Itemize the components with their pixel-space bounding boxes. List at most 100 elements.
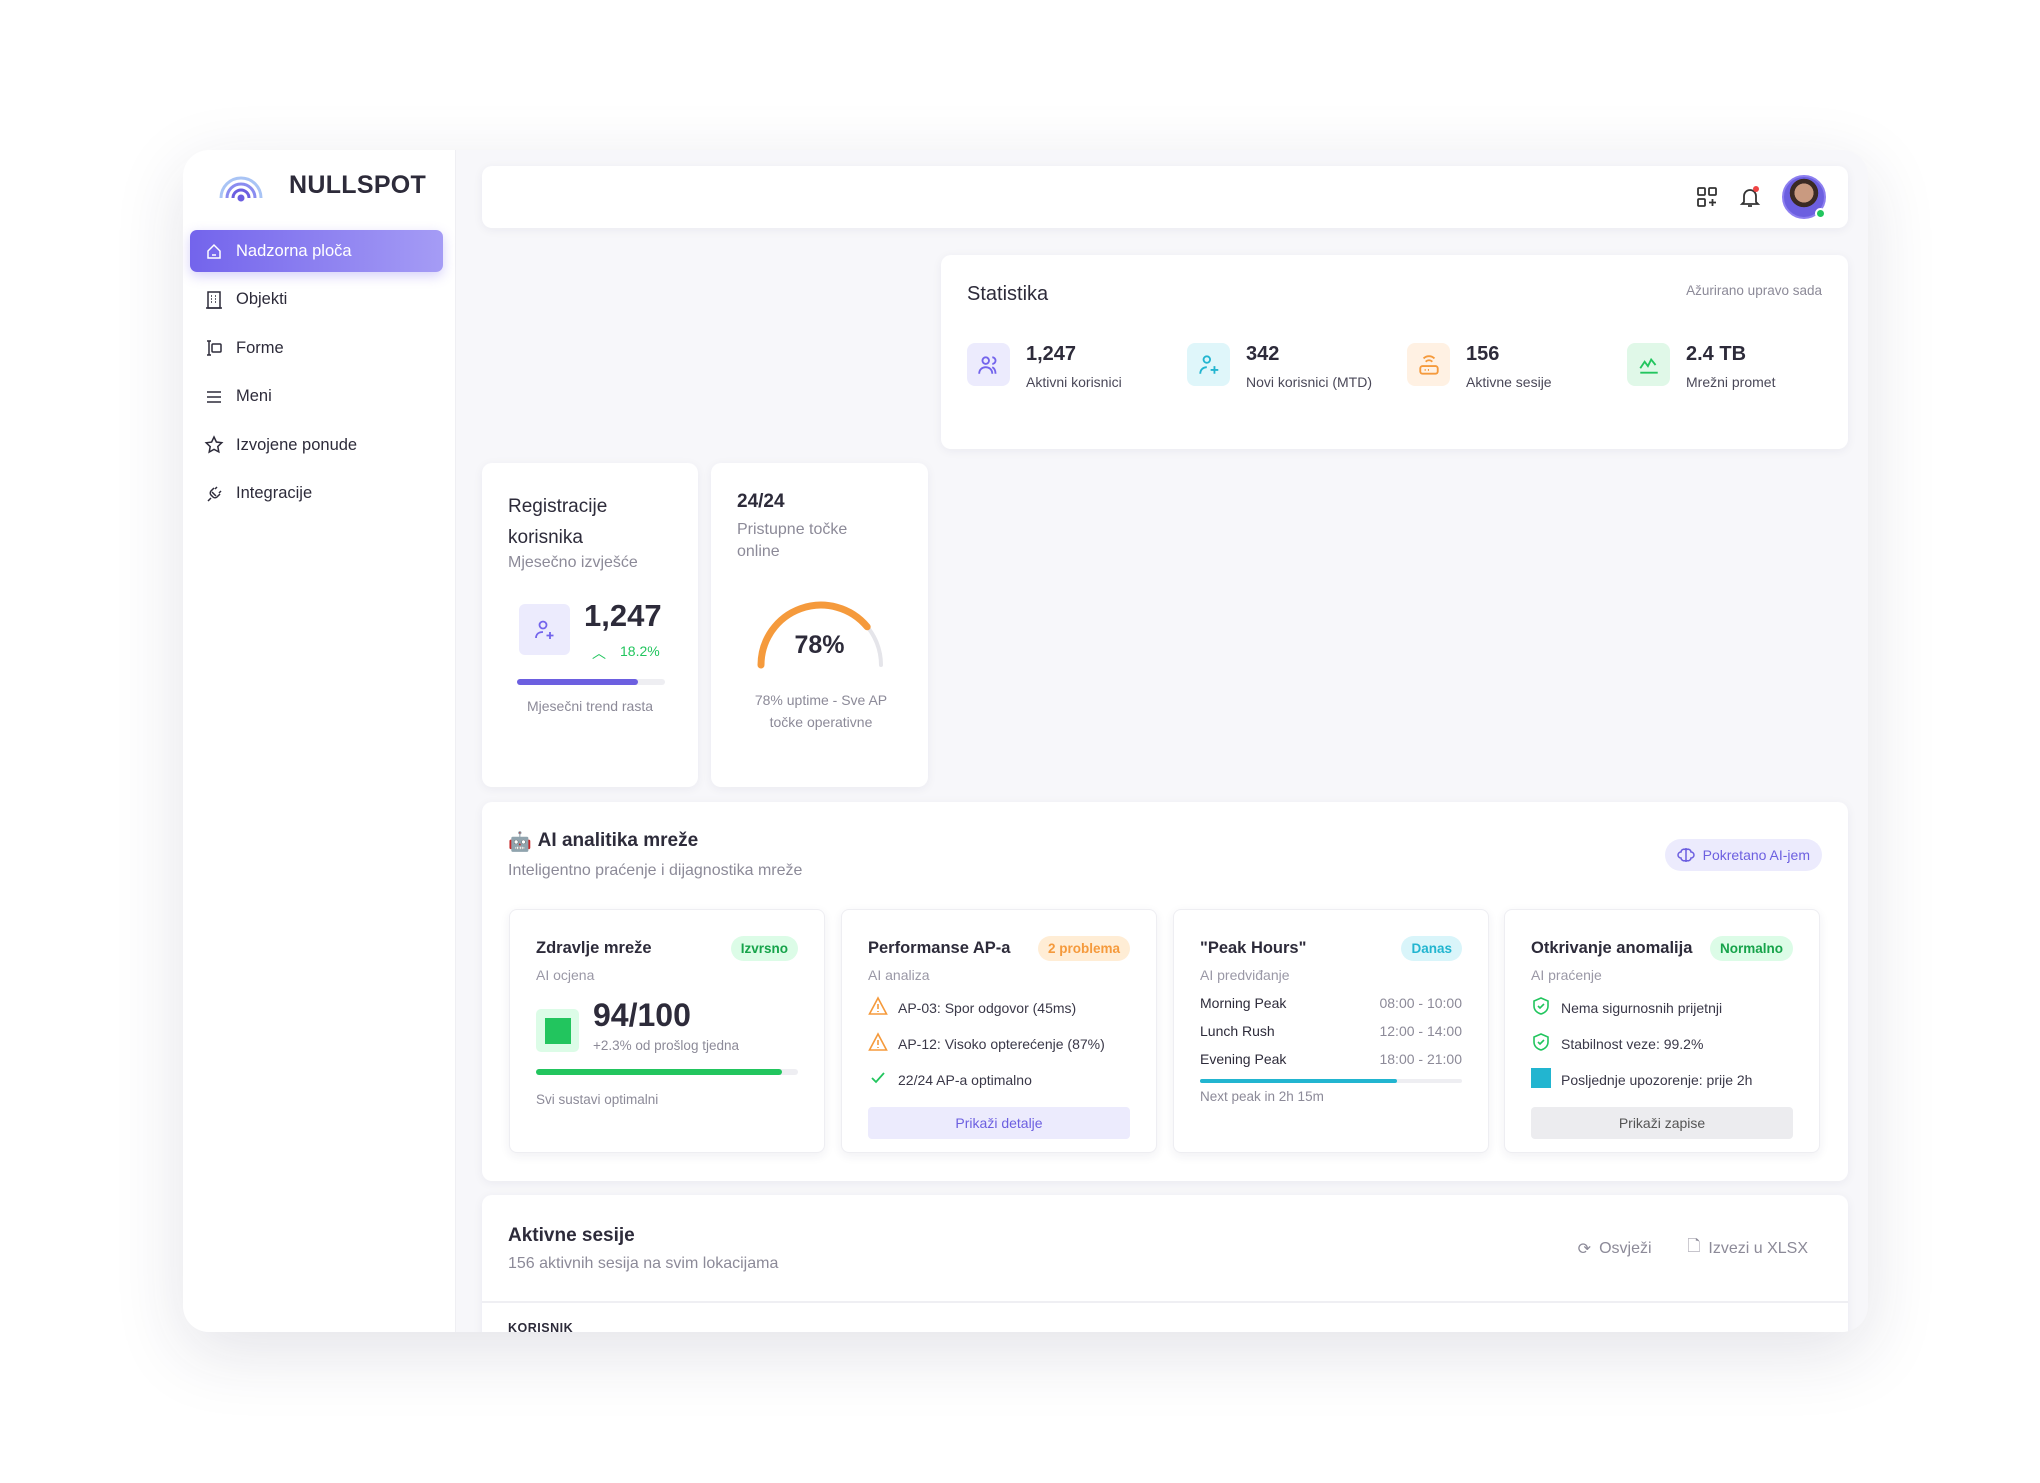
ai-subtitle: Inteligentno praćenje i dijagnostika mre… — [508, 862, 803, 879]
online-status-dot — [1815, 208, 1826, 219]
show-details-button[interactable]: Prikaži detalje — [868, 1107, 1130, 1139]
peak-hours-card: "Peak Hours" Danas AI predviđanje Morning… — [1173, 909, 1489, 1153]
sidebar-item-label: Integracije — [236, 484, 313, 502]
warning-icon — [868, 1032, 888, 1055]
brand-name: NULLSPOT — [289, 170, 427, 199]
performance-badge: 2 problema — [1037, 936, 1130, 961]
brain-icon — [1676, 848, 1695, 862]
apps-add-icon[interactable] — [1696, 186, 1718, 208]
bell-icon[interactable] — [1738, 185, 1762, 209]
avatar[interactable] — [1782, 175, 1826, 219]
registrations-card: Registracije korisnika Mjesečno izvješće… — [482, 463, 698, 787]
form-icon — [207, 340, 222, 356]
stat-item: 342 Novi korisnici (MTD) — [1187, 343, 1372, 390]
peak-time: 12:00 - 14:00 — [1379, 1023, 1462, 1039]
sidebar-item-0[interactable]: Nadzorna ploča — [190, 230, 443, 272]
sidebar-nav: Nadzorna ploča Objekti Forme Meni Izvojene p… — [190, 230, 443, 521]
sidebar-item-label: Meni — [236, 387, 272, 405]
network-health-card: Zdravlje mreže Izvrsno AI ocjena 94/100 +2… — [509, 909, 825, 1153]
sessions-card: Aktivne sesije 156 aktivnih sesija na sv… — [482, 1195, 1848, 1332]
health-square-icon — [536, 1009, 579, 1052]
home-icon — [207, 243, 221, 259]
anomaly-item-text: Stabilnost veze: 99.2% — [1561, 1035, 1704, 1052]
health-delta: +2.3% od prošlog tjedna — [593, 1038, 739, 1053]
stat-value: 2.4 TB — [1686, 343, 1747, 365]
health-progress — [536, 1069, 798, 1075]
performance-item-text: 22/24 AP-a optimalno — [898, 1071, 1032, 1088]
refresh-button[interactable]: ⟳ Osvježi — [1578, 1235, 1652, 1262]
peak-time: 18:00 - 21:00 — [1379, 1051, 1462, 1067]
performance-item: AP-12: Visoko opterećenje (87%) — [868, 1032, 1130, 1055]
export-xlsx-button[interactable]: 🗋 Izvezi u XLSX — [1688, 1235, 1808, 1262]
anomaly-badge: Normalno — [1709, 936, 1793, 961]
check-icon — [868, 1068, 888, 1091]
peak-badge: Danas — [1401, 936, 1462, 961]
column-header-user[interactable]: KORISNIK — [508, 1321, 574, 1332]
app-window: NULLSPOT Nadzorna ploča Objekti Forme Meni I… — [183, 150, 1868, 1332]
peak-title: "Peak Hours" — [1200, 939, 1307, 957]
sidebar: NULLSPOT Nadzorna ploča Objekti Forme Meni I… — [183, 150, 456, 1332]
stats-updated: Ažurirano upravo sada — [1686, 283, 1822, 298]
stat-label: Aktivne sesije — [1466, 374, 1552, 390]
sidebar-item-1[interactable]: Objekti — [190, 279, 443, 321]
ap-title: 24/24 — [737, 491, 785, 512]
registrations-growth: 18.2% — [620, 643, 660, 659]
stat-value: 342 — [1246, 343, 1280, 365]
sidebar-item-label: Nadzorna ploča — [236, 241, 352, 260]
stats-card: Statistika Ažurirano upravo sada 1,247 Ak… — [941, 255, 1848, 449]
registrations-title: Registracije korisnika — [508, 496, 608, 548]
access-points-card: 24/24 Pristupne točke online 78% 78% upt… — [711, 463, 928, 787]
logo[interactable]: NULLSPOT — [217, 168, 426, 202]
registrations-caption: Mjesečni trend rasta — [526, 698, 654, 714]
sidebar-item-label: Objekti — [236, 290, 288, 308]
performance-item: AP-03: Spor odgovor (45ms) — [868, 996, 1130, 1019]
anomaly-item-text: Nema sigurnosnih prijetnji — [1561, 999, 1723, 1016]
stat-item: 2.4 TB Mrežni promet — [1627, 343, 1775, 390]
peak-row: Evening Peak 18:00 - 21:00 — [1200, 1051, 1462, 1067]
ai-powered-label: Pokretano AI-jem — [1702, 847, 1810, 863]
building-icon — [206, 290, 222, 309]
ai-analytics-section: 🤖 AI analitika mreže Inteligentno praćenj… — [482, 802, 1848, 1181]
sidebar-item-4[interactable]: Izvojene ponude — [190, 424, 443, 466]
anomaly-title: Otkrivanje anomalija — [1531, 939, 1693, 957]
shield-check-icon — [1531, 1032, 1551, 1055]
peak-row: Morning Peak 08:00 - 10:00 — [1200, 995, 1462, 1011]
stat-label: Aktivni korisnici — [1026, 374, 1122, 390]
health-sub: AI ocjena — [536, 967, 595, 983]
peak-row: Lunch Rush 12:00 - 14:00 — [1200, 1023, 1462, 1039]
peak-caption: Next peak in 2h 15m — [1200, 1089, 1324, 1104]
refresh-label: Osvježi — [1599, 1239, 1652, 1257]
shield-check-icon — [1531, 996, 1551, 1019]
router-icon — [1407, 343, 1450, 386]
performance-item-text: AP-03: Spor odgovor (45ms) — [898, 999, 1077, 1016]
stat-label: Mrežni promet — [1686, 374, 1776, 390]
square-icon — [1531, 1068, 1551, 1091]
peak-name: Evening Peak — [1200, 1051, 1287, 1067]
sidebar-item-label: Forme — [236, 338, 284, 357]
robot-icon: 🤖 — [508, 832, 532, 853]
anomaly-item: Nema sigurnosnih prijetnji — [1531, 996, 1793, 1019]
stats-title: Statistika — [967, 283, 1049, 305]
arrow-up-icon: ︿ — [592, 645, 606, 661]
sidebar-item-3[interactable]: Meni — [190, 376, 443, 418]
show-logs-button[interactable]: Prikaži zapise — [1531, 1107, 1793, 1139]
health-badge: Izvrsno — [730, 936, 798, 961]
stat-item: 1,247 Aktivni korisnici — [967, 343, 1122, 390]
users-icon — [967, 343, 1010, 386]
file-export-icon: 🗋 — [1687, 1238, 1701, 1255]
ap-caption: 78% uptime - Sve AP točke operativne — [754, 692, 888, 730]
peak-name: Lunch Rush — [1200, 1023, 1275, 1039]
ai-powered-badge: Pokretano AI-jem — [1664, 839, 1822, 871]
topbar — [482, 166, 1848, 228]
star-icon — [204, 435, 224, 454]
health-title: Zdravlje mreže — [536, 939, 652, 957]
sidebar-item-5[interactable]: Integracije — [190, 473, 443, 515]
sidebar-item-2[interactable]: Forme — [190, 327, 443, 369]
sessions-subtitle: 156 aktivnih sesija na svim lokacijama — [508, 1255, 779, 1272]
health-score: 94/100 — [593, 997, 691, 1033]
anomaly-item: Posljednje upozorenje: prije 2h — [1531, 1068, 1793, 1091]
chart-line-icon — [1627, 343, 1670, 386]
performance-item: 22/24 AP-a optimalno — [868, 1068, 1130, 1091]
uptime-gauge — [757, 601, 883, 669]
ap-subtitle: Pristupne točke online — [737, 521, 848, 560]
